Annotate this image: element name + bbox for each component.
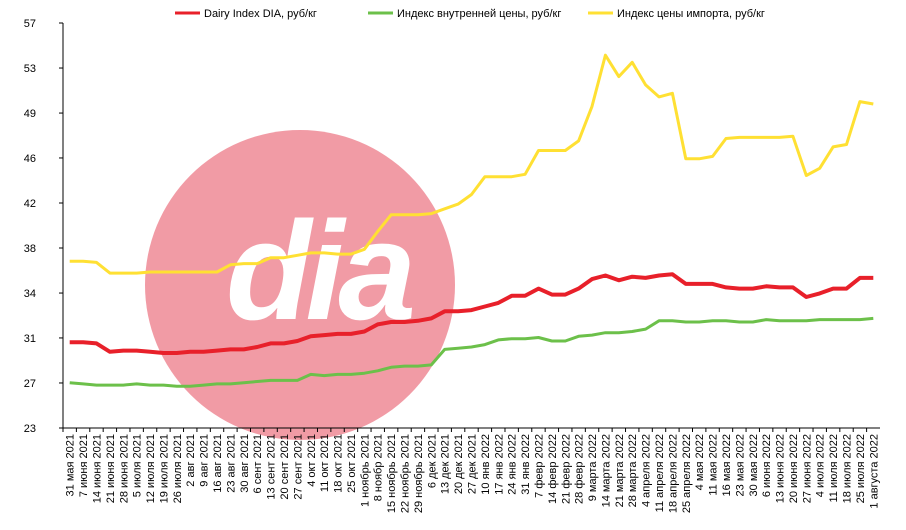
x-tick-label: 6 июня 2022 (761, 434, 773, 497)
x-tick-label: 21 февр 2022 (560, 434, 572, 504)
x-tick-label: 31 мая 2021 (65, 434, 77, 496)
x-tick-label: 27 дек 2021 (467, 434, 479, 494)
x-tick-label: 14 марта 2022 (600, 434, 612, 507)
x-tick-label: 7 июня 2021 (78, 434, 90, 497)
x-tick-label: 1 ноябрь 2021 (359, 434, 371, 507)
x-tick-label: 13 дек 2021 (440, 434, 452, 494)
y-tick-label: 31 (24, 333, 36, 345)
x-tick-label: 15 ноябрь 2021 (386, 434, 398, 513)
legend-label: Индекс внутренней цены, руб/кг (397, 8, 561, 20)
x-tick-label: 4 июля 2022 (815, 434, 827, 497)
x-tick-label: 25 апреля 2022 (681, 434, 693, 513)
series-line (69, 272, 874, 355)
x-tick-label: 23 авг 2021 (225, 434, 237, 493)
x-tick-label: 11 окт 2021 (319, 434, 331, 492)
x-tick-label: 28 февр 2022 (574, 434, 586, 504)
x-tick-label: 8 ноябр 2021 (373, 434, 385, 501)
x-tick-label: 12 июля 2021 (145, 434, 157, 503)
x-tick-label: 23 мая 2022 (734, 434, 746, 496)
x-tick-label: 11 июля 2022 (828, 434, 840, 503)
x-tick-label: 18 июля 2022 (842, 434, 854, 503)
x-tick-label: 24 янв 2022 (507, 434, 519, 495)
x-tick-label: 7 февр 2022 (533, 434, 545, 498)
legend-label: Индекс цены импорта, руб/кг (617, 8, 765, 20)
x-tick-label: 20 сент 2021 (279, 434, 291, 500)
y-tick-label: 23 (24, 423, 36, 435)
x-tick-label: 18 апреля 2022 (667, 434, 679, 513)
x-tick-label: 18 окт 2021 (333, 434, 345, 493)
x-tick-label: 6 дек 2021 (426, 434, 438, 488)
y-tick-label: 34 (24, 288, 36, 300)
x-tick-label: 6 сент 2021 (252, 434, 264, 493)
x-tick-label: 13 июня 2022 (775, 434, 787, 503)
x-tick-label: 9 марта 2022 (587, 434, 599, 501)
x-tick-label: 21 июня 2021 (105, 434, 117, 503)
x-tick-label: 1 августа 2022 (868, 434, 880, 509)
y-tick-label: 38 (24, 243, 36, 255)
x-tick-label: 25 окт 2021 (346, 434, 358, 493)
y-tick-label: 46 (24, 153, 36, 165)
x-tick-label: 31 янв 2022 (520, 434, 532, 495)
x-tick-label: 20 июня 2022 (788, 434, 800, 503)
y-tick-label: 42 (24, 198, 36, 210)
series-line (69, 316, 874, 388)
x-tick-label: 28 июня 2021 (118, 434, 130, 503)
logo-text: dia (226, 192, 412, 349)
x-tick-label: 4 окт 2021 (306, 434, 318, 487)
y-tick-label: 27 (24, 378, 36, 390)
x-tick-label: 4 апреля 2022 (641, 434, 653, 507)
series-line (69, 53, 874, 275)
x-tick-label: 20 дек 2021 (453, 434, 465, 494)
x-tick-label: 30 авг 2021 (239, 434, 251, 493)
x-tick-label: 14 июня 2021 (91, 434, 103, 503)
x-tick-label: 16 авг 2021 (212, 434, 224, 493)
x-tick-label: 2 авг 2021 (185, 434, 197, 487)
x-tick-label: 11 апреля 2022 (654, 434, 666, 512)
y-tick-label: 57 (24, 18, 36, 30)
x-tick-label: 14 февр 2022 (547, 434, 559, 504)
x-tick-label: 27 июня 2022 (801, 434, 813, 503)
x-tick-label: 29 ноябрь 2021 (413, 434, 425, 513)
x-tick-label: 25 июля 2022 (855, 434, 867, 503)
x-tick-label: 28 марта 2022 (627, 434, 639, 507)
x-tick-label: 11 мая 2022 (708, 434, 720, 496)
logo-circle (145, 130, 455, 440)
x-tick-label: 10 янв 2022 (480, 434, 492, 495)
x-tick-label: 5 июля 2021 (132, 434, 144, 497)
x-tick-label: 17 янв 2022 (493, 434, 505, 495)
x-tick-label: 16 мая 2022 (721, 434, 733, 496)
x-tick-label: 21 марта 2022 (614, 434, 626, 507)
x-tick-label: 22 ноябрь 2021 (400, 434, 412, 513)
x-tick-label: 26 июля 2021 (172, 434, 184, 503)
legend-label: Dairy Index DIA, руб/кг (204, 8, 317, 20)
y-tick-label: 49 (24, 108, 36, 120)
x-tick-label: 27 сент 2021 (292, 434, 304, 500)
y-tick-label: 53 (24, 63, 36, 75)
x-tick-label: 30 мая 2022 (748, 434, 760, 496)
x-tick-label: 19 июля 2021 (158, 434, 170, 503)
x-tick-label: 9 авг 2021 (199, 434, 211, 487)
x-tick-label: 4 мая 2022 (694, 434, 706, 490)
x-tick-label: 13 сент 2021 (266, 434, 278, 500)
